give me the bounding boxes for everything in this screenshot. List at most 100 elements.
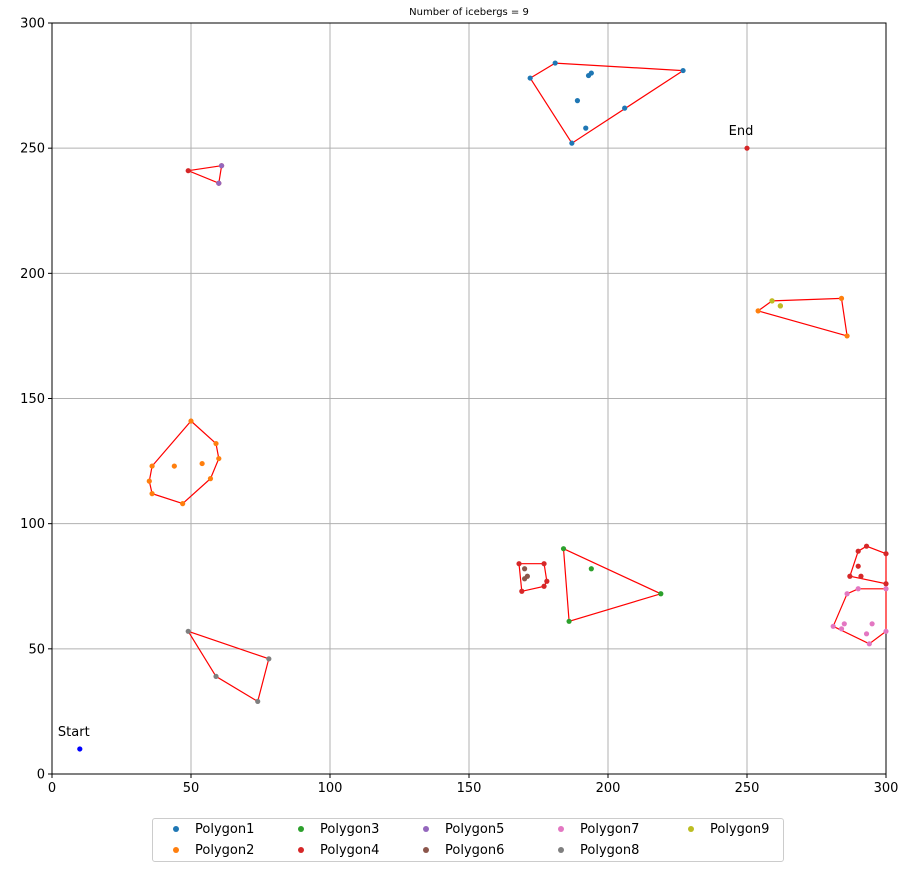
legend-marker [423,825,429,832]
annotation-label: End [729,124,754,139]
y-tick-label: 100 [20,517,45,532]
data-point-polygon6 [522,566,528,572]
legend-item: Polygon8 [558,843,639,858]
legend: Polygon1 Polygon2 Polygon3 Polygon4 Polygon5… [152,818,784,862]
legend-label: Polygon2 [195,843,255,858]
legend-label: Polygon6 [445,843,505,858]
data-point-polygon1 [583,125,589,131]
data-point-polygon8 [266,656,272,662]
legend-label: Polygon9 [710,822,770,837]
legend-label: Polygon1 [195,822,255,837]
data-point-polygon5 [218,163,225,169]
data-point-polygon2 [844,333,850,339]
data-point-polygon7 [866,641,872,647]
data-point-polygon2 [146,478,152,484]
data-point-polygon7 [830,623,836,629]
chart-svg: Number of icebergs = 9 0 50 100 150 200 250 30… [20,7,898,797]
hull-outline [832,588,887,645]
legend-label: Polygon3 [320,822,380,837]
data-point-polygon7 [883,586,889,592]
y-tick-label: 300 [20,17,45,32]
data-point-polygon2 [149,491,155,497]
y-tick-label: 150 [20,392,45,407]
axes: 0 50 100 150 200 250 300 0 50 100 150 200 250 300 [20,17,898,797]
data-point-polygon9 [769,298,775,304]
annotation-marker [77,746,83,752]
hull-outline [756,297,848,337]
grid-lines [51,22,887,775]
hull-outline [186,630,270,703]
x-tick-label: 250 [735,781,760,796]
data-points [146,60,889,705]
data-point-polygon4 [863,543,870,549]
legend-item: Polygon2 [173,843,254,858]
data-point-polygon4 [519,588,525,594]
x-tick-label: 100 [318,781,343,796]
legend-marker [173,846,179,853]
data-point-polygon7 [863,631,870,637]
data-point-polygon1 [552,60,558,66]
x-tick-label: 0 [48,781,56,796]
data-point-polygon1 [574,98,581,104]
x-tick-label: 150 [457,781,482,796]
legend-label: Polygon7 [580,822,640,837]
legend-marker [423,846,429,853]
y-tick-label: 250 [20,142,45,157]
data-point-polygon1 [588,70,594,76]
legend-item: Polygon7 [558,822,639,837]
hull-outline [562,547,663,623]
x-tick-label: 300 [874,781,899,796]
annotation-marker [744,145,750,151]
data-point-polygon6 [522,576,528,582]
annotation-label: Start [58,725,90,740]
legend-label: Polygon5 [445,822,505,837]
data-point-polygon4 [185,168,191,174]
data-point-polygon4 [541,561,547,567]
data-point-polygon4 [544,578,550,584]
data-point-polygon7 [855,586,861,592]
data-point-polygon4 [516,561,522,567]
y-tick-label: 0 [37,768,45,783]
legend-marker [298,846,304,853]
data-point-polygon3 [566,618,572,624]
data-point-polygon2 [838,295,845,301]
legend-marker [298,825,304,832]
data-point-polygon4 [541,583,547,589]
data-point-polygon2 [213,440,219,447]
legend-item: Polygon4 [298,843,379,858]
legend-marker [558,825,564,832]
legend-label: Polygon4 [320,843,380,858]
data-point-polygon3 [560,546,567,552]
data-point-polygon1 [622,105,628,111]
data-point-polygon5 [216,180,222,186]
legend-marker [173,825,179,832]
data-point-polygon4 [855,548,861,554]
data-point-polygon4 [858,573,864,579]
hull-outline [529,62,685,145]
data-point-polygon4 [847,573,853,579]
data-point-polygon7 [869,621,875,627]
data-point-polygon2 [755,308,761,314]
x-tick-label: 200 [596,781,621,796]
legend-item: Polygon6 [423,843,504,858]
y-tick-label: 200 [20,267,45,282]
legend-item: Polygon3 [298,822,379,837]
data-point-polygon7 [841,621,847,627]
data-point-polygon2 [188,418,194,424]
data-point-polygon2 [207,476,214,482]
legend-marker [688,825,694,832]
data-point-polygon9 [777,303,783,309]
data-point-polygon8 [213,673,219,679]
data-point-polygon3 [658,591,664,597]
data-point-polygon8 [185,628,191,634]
data-point-polygon2 [149,463,155,469]
data-point-polygon3 [588,566,594,572]
chart-title: Number of icebergs = 9 [409,7,529,18]
legend-item: Polygon5 [423,822,504,837]
data-point-polygon2 [199,460,205,467]
legend-item: Polygon9 [688,822,769,837]
y-tick-label: 50 [28,642,45,657]
data-point-polygon2 [180,501,186,507]
plot-frame [51,22,887,775]
data-point-polygon1 [527,75,533,81]
